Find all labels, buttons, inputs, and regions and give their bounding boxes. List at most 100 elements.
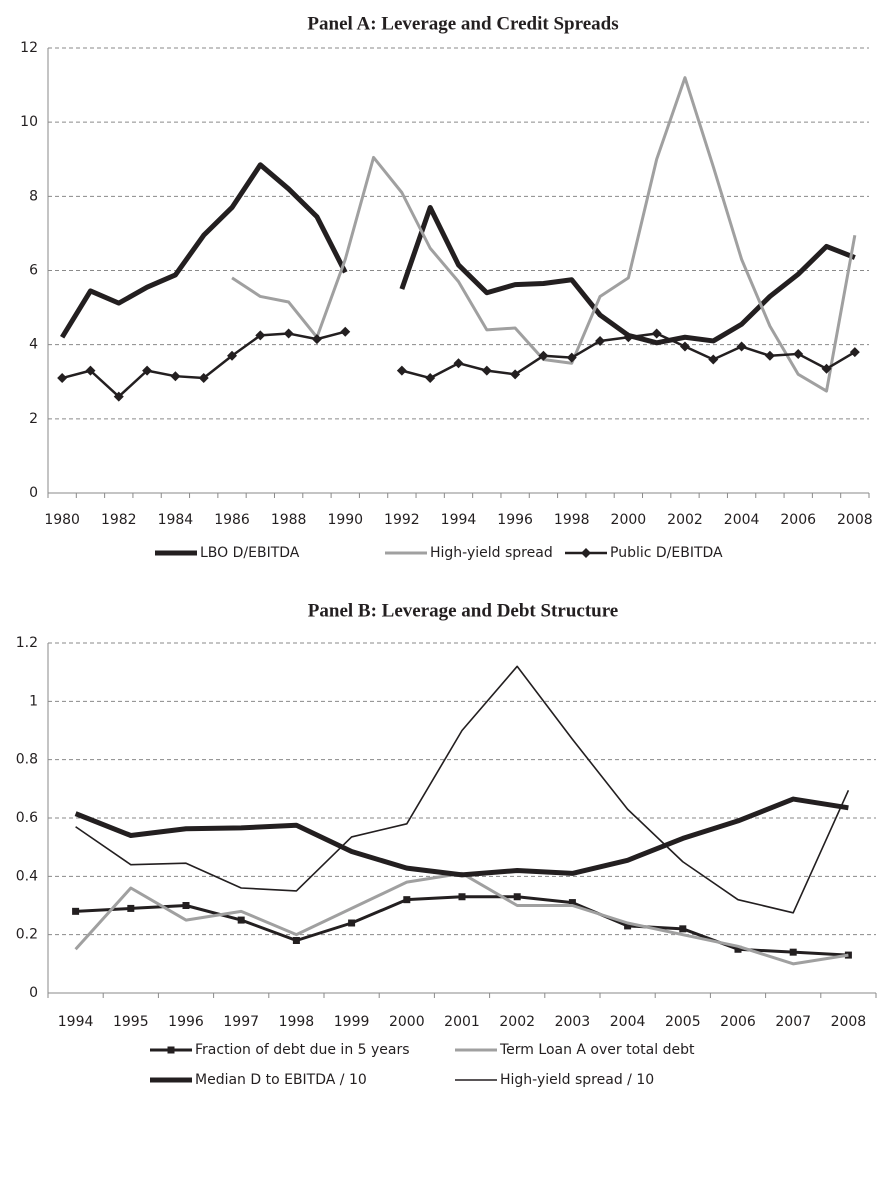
x-tick-label: 1995 [113, 1014, 149, 1030]
marker [198, 373, 209, 384]
x-tick-label: 1990 [327, 512, 363, 528]
marker [849, 347, 860, 358]
y-tick-label: 1.2 [16, 635, 38, 651]
x-tick-label: 1980 [44, 512, 80, 528]
y-tick-label: 0.2 [16, 927, 38, 943]
marker [513, 893, 521, 901]
marker [764, 350, 775, 361]
marker [170, 371, 181, 382]
chart-title: Panel B: Leverage and Debt Structure [308, 600, 618, 621]
legend-label: High-yield spread [430, 545, 553, 561]
x-tick-label: 1982 [101, 512, 137, 528]
marker [283, 328, 294, 339]
x-tick-label: 2002 [667, 512, 703, 528]
marker [734, 945, 742, 953]
series-line [60, 162, 856, 346]
x-tick-label: 2008 [831, 1014, 867, 1030]
marker [538, 350, 549, 361]
marker [85, 365, 96, 376]
marker [821, 363, 832, 374]
legend-label: Fraction of debt due in 5 years [195, 1042, 410, 1058]
marker [167, 1046, 175, 1054]
legend-label: Term Loan A over total debt [499, 1042, 695, 1058]
chart-title: Panel A: Leverage and Credit Spreads [307, 13, 618, 34]
marker [425, 373, 436, 384]
marker [581, 548, 591, 558]
marker [458, 893, 466, 901]
x-tick-label: 1998 [279, 1014, 315, 1030]
marker [292, 937, 300, 944]
y-tick-label: 0.4 [16, 868, 38, 884]
marker [789, 948, 797, 956]
marker [708, 354, 719, 365]
marker [651, 328, 662, 339]
y-tick-label: 10 [20, 114, 38, 130]
marker [403, 896, 411, 904]
marker [142, 365, 153, 376]
x-tick-label: 2002 [499, 1014, 535, 1030]
x-tick-label: 2003 [555, 1014, 591, 1030]
marker [127, 904, 135, 912]
marker [679, 341, 690, 352]
x-tick-label: 1984 [158, 512, 194, 528]
marker [396, 365, 407, 376]
marker [481, 365, 492, 376]
marker [255, 330, 266, 341]
series-line [75, 665, 850, 914]
marker [182, 902, 190, 909]
y-tick-label: 8 [29, 188, 38, 204]
marker [348, 919, 356, 927]
x-tick-label: 1992 [384, 512, 420, 528]
marker [624, 922, 632, 930]
x-tick-label: 2000 [389, 1014, 425, 1030]
x-tick-label: 2006 [780, 512, 816, 528]
marker [311, 334, 322, 345]
y-tick-label: 2 [29, 411, 38, 427]
x-tick-label: 2004 [610, 1014, 646, 1030]
x-tick-label: 2000 [611, 512, 647, 528]
x-tick-label: 1988 [271, 512, 307, 528]
legend-label: Public D/EBITDA [610, 545, 723, 561]
marker [793, 348, 804, 359]
y-tick-label: 4 [29, 337, 38, 353]
marker [679, 925, 687, 933]
x-tick-label: 1986 [214, 512, 250, 528]
x-tick-label: 2008 [837, 512, 873, 528]
x-tick-label: 2004 [724, 512, 760, 528]
marker [57, 373, 68, 384]
x-tick-label: 1997 [223, 1014, 259, 1030]
series-line [74, 871, 849, 966]
y-tick-label: 0.8 [16, 752, 38, 768]
series-line [74, 796, 849, 878]
x-tick-label: 2006 [720, 1014, 756, 1030]
y-tick-label: 12 [20, 40, 38, 56]
marker [227, 350, 238, 361]
marker [595, 335, 606, 346]
legend-label: High-yield spread / 10 [500, 1072, 654, 1088]
y-tick-label: 0 [29, 985, 38, 1001]
x-tick-label: 1999 [334, 1014, 370, 1030]
marker [72, 907, 80, 915]
x-tick-label: 1996 [168, 1014, 204, 1030]
x-tick-label: 2001 [444, 1014, 480, 1030]
y-tick-label: 6 [29, 263, 38, 279]
x-tick-label: 1998 [554, 512, 590, 528]
y-tick-label: 1 [29, 693, 38, 709]
marker [237, 916, 245, 924]
marker [566, 352, 577, 363]
marker [623, 332, 634, 343]
x-tick-label: 1994 [58, 1014, 94, 1030]
marker [568, 899, 576, 907]
marker [453, 358, 464, 369]
marker [736, 341, 747, 352]
x-tick-label: 1996 [497, 512, 533, 528]
legend-label: LBO D/EBITDA [200, 545, 300, 561]
x-tick-label: 2005 [665, 1014, 701, 1030]
marker [340, 326, 351, 337]
x-tick-label: 1994 [441, 512, 477, 528]
marker [510, 369, 521, 380]
marker [113, 391, 124, 402]
y-tick-label: 0.6 [16, 810, 38, 826]
